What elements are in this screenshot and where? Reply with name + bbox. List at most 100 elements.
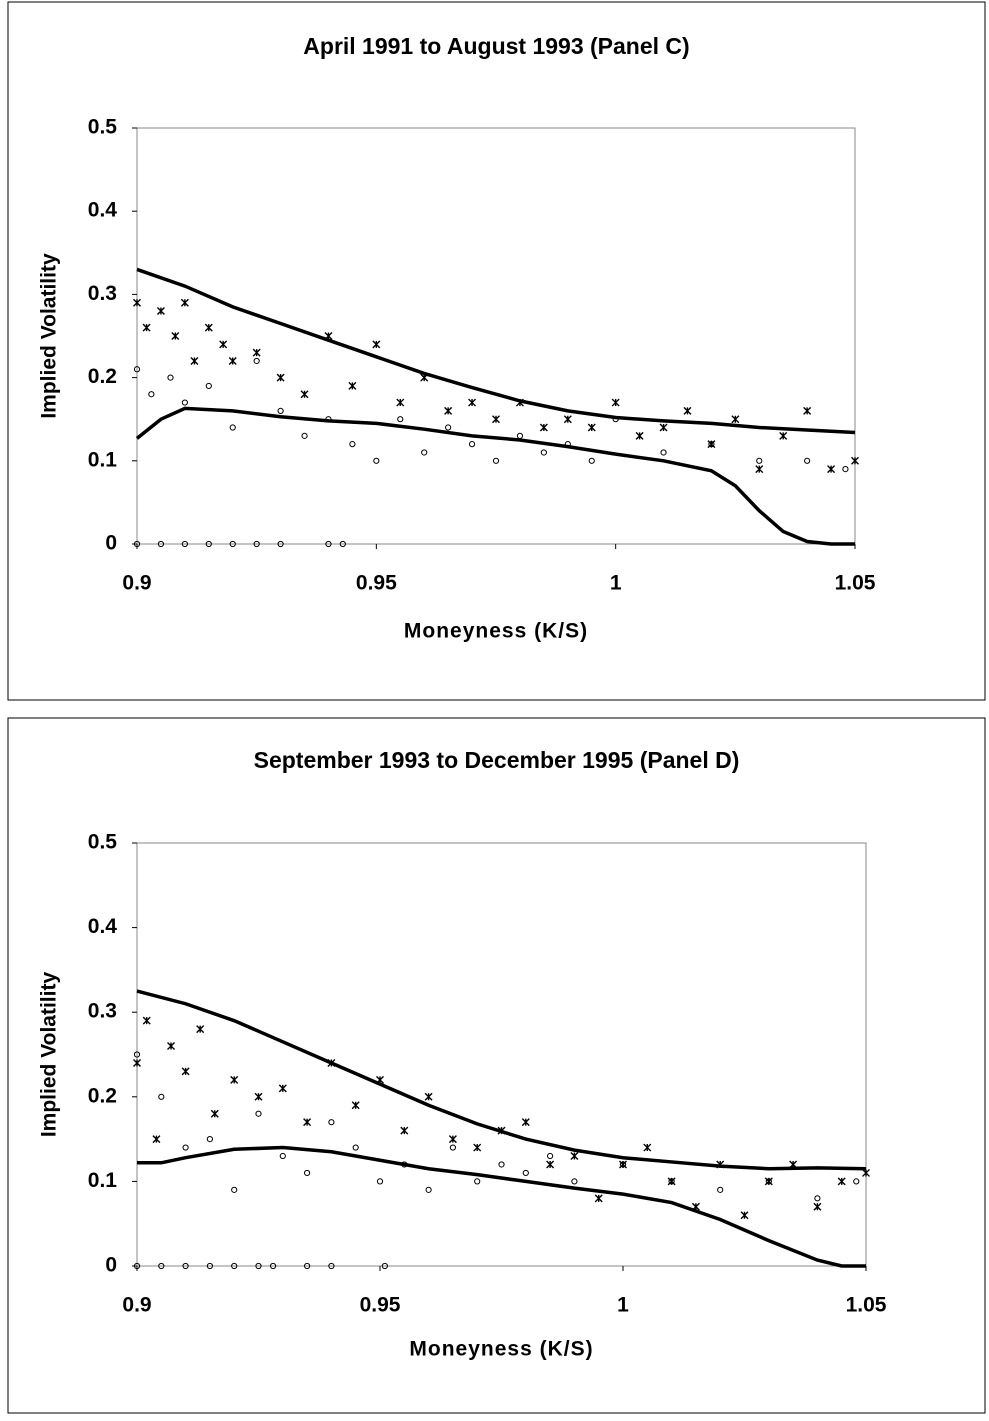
x-tick-label: 1 [617, 1294, 629, 1317]
star-point [196, 1025, 205, 1034]
star-point [372, 340, 381, 349]
circle-point [148, 391, 155, 398]
star-point [181, 1067, 190, 1076]
y-tick-label: 0.4 [88, 915, 118, 938]
star-point [643, 1143, 652, 1152]
circle-point [206, 1262, 213, 1270]
chart-title: September 1993 to December 1995 (Panel D… [254, 747, 740, 773]
y-tick-label: 0 [105, 1254, 117, 1277]
circle-point [339, 540, 346, 548]
star-point [862, 1168, 870, 1177]
star-point [837, 1177, 846, 1186]
x-tick-label: 0.9 [122, 572, 151, 595]
circle-point [325, 416, 332, 423]
circle-point [449, 1144, 456, 1151]
circle-point [255, 1262, 262, 1270]
circle-point [492, 457, 500, 464]
star-point [563, 415, 572, 424]
circle-point [205, 540, 212, 548]
star-point [156, 307, 165, 316]
star-point [691, 1202, 700, 1211]
star-point [142, 1016, 151, 1025]
circle-point [765, 1178, 772, 1185]
circle-point [468, 441, 476, 448]
star-point [424, 1092, 433, 1101]
star-point [219, 340, 228, 349]
circle-point [158, 1093, 165, 1100]
circle-point [277, 407, 284, 414]
star-point [716, 1160, 725, 1169]
star-point [300, 390, 309, 399]
circle-point [157, 540, 165, 548]
circle-point [376, 1178, 384, 1185]
circle-point [588, 457, 595, 464]
circle-point [814, 1195, 821, 1202]
circle-point [373, 457, 380, 464]
circle-point [167, 374, 174, 381]
star-point [515, 398, 524, 407]
circle-point [328, 1119, 335, 1126]
star-point [611, 398, 620, 407]
star-point [683, 406, 692, 415]
circle-point [133, 1051, 141, 1058]
star-point [497, 1126, 506, 1135]
star-point [539, 423, 548, 432]
star-point [473, 1143, 482, 1152]
star-point [210, 1109, 219, 1118]
circle-point [158, 1262, 165, 1270]
bound-line [135, 406, 855, 546]
x-tick-label: 1 [610, 572, 622, 595]
star-point [420, 373, 429, 382]
y-tick-label: 0 [105, 532, 117, 555]
plot-area [136, 842, 867, 1267]
circle-point [421, 449, 428, 456]
circle-point [516, 432, 524, 439]
circle-point [277, 540, 284, 548]
x-tick-label: 0.95 [356, 572, 397, 595]
circle-point [668, 1178, 675, 1185]
y-tick-label: 0.2 [88, 365, 117, 388]
circle-point [853, 1178, 860, 1185]
y-tick-label: 0.3 [88, 282, 117, 305]
star-point [252, 348, 261, 357]
circle-point [253, 540, 260, 548]
bound-line [136, 267, 856, 435]
circle-point [397, 416, 404, 423]
y-axis-label: Implied Volatility [38, 972, 61, 1138]
y-tick-label: 0.1 [88, 1169, 118, 1192]
star-point [521, 1118, 530, 1127]
star-point [254, 1092, 263, 1101]
circle-point [717, 1186, 724, 1193]
circle-point [328, 1262, 335, 1270]
circle-point [182, 1144, 189, 1151]
star-point [659, 423, 668, 432]
star-point [803, 406, 812, 415]
circle-point [522, 1169, 529, 1177]
x-tick-label: 1.05 [846, 1294, 887, 1317]
circle-point [253, 357, 260, 365]
star-point [180, 298, 189, 307]
star-point [133, 298, 141, 307]
star-point [635, 431, 644, 440]
star-point [851, 456, 859, 465]
star-point [276, 373, 285, 382]
circle-point [229, 424, 236, 431]
circle-point [445, 424, 452, 431]
star-point [376, 1075, 384, 1084]
chart-panel: April 1991 to August 1993 (Panel C) Money… [7, 1, 986, 701]
x-axis-label: Moneyness (K/S) [409, 1338, 593, 1361]
circle-point [612, 416, 619, 423]
circle-point [231, 1186, 238, 1193]
y-tick-label: 0.2 [88, 1084, 117, 1107]
star-point [448, 1135, 457, 1144]
x-tick-label: 1.05 [835, 572, 876, 595]
circle-point [205, 382, 212, 390]
y-tick-label: 0.1 [88, 448, 118, 471]
star-point [348, 381, 357, 390]
y-tick-label: 0.5 [88, 831, 118, 854]
circle-point [842, 466, 849, 473]
circle-point [304, 1262, 311, 1270]
star-point [444, 406, 453, 415]
circle-point [708, 441, 715, 448]
star-point [755, 465, 764, 474]
